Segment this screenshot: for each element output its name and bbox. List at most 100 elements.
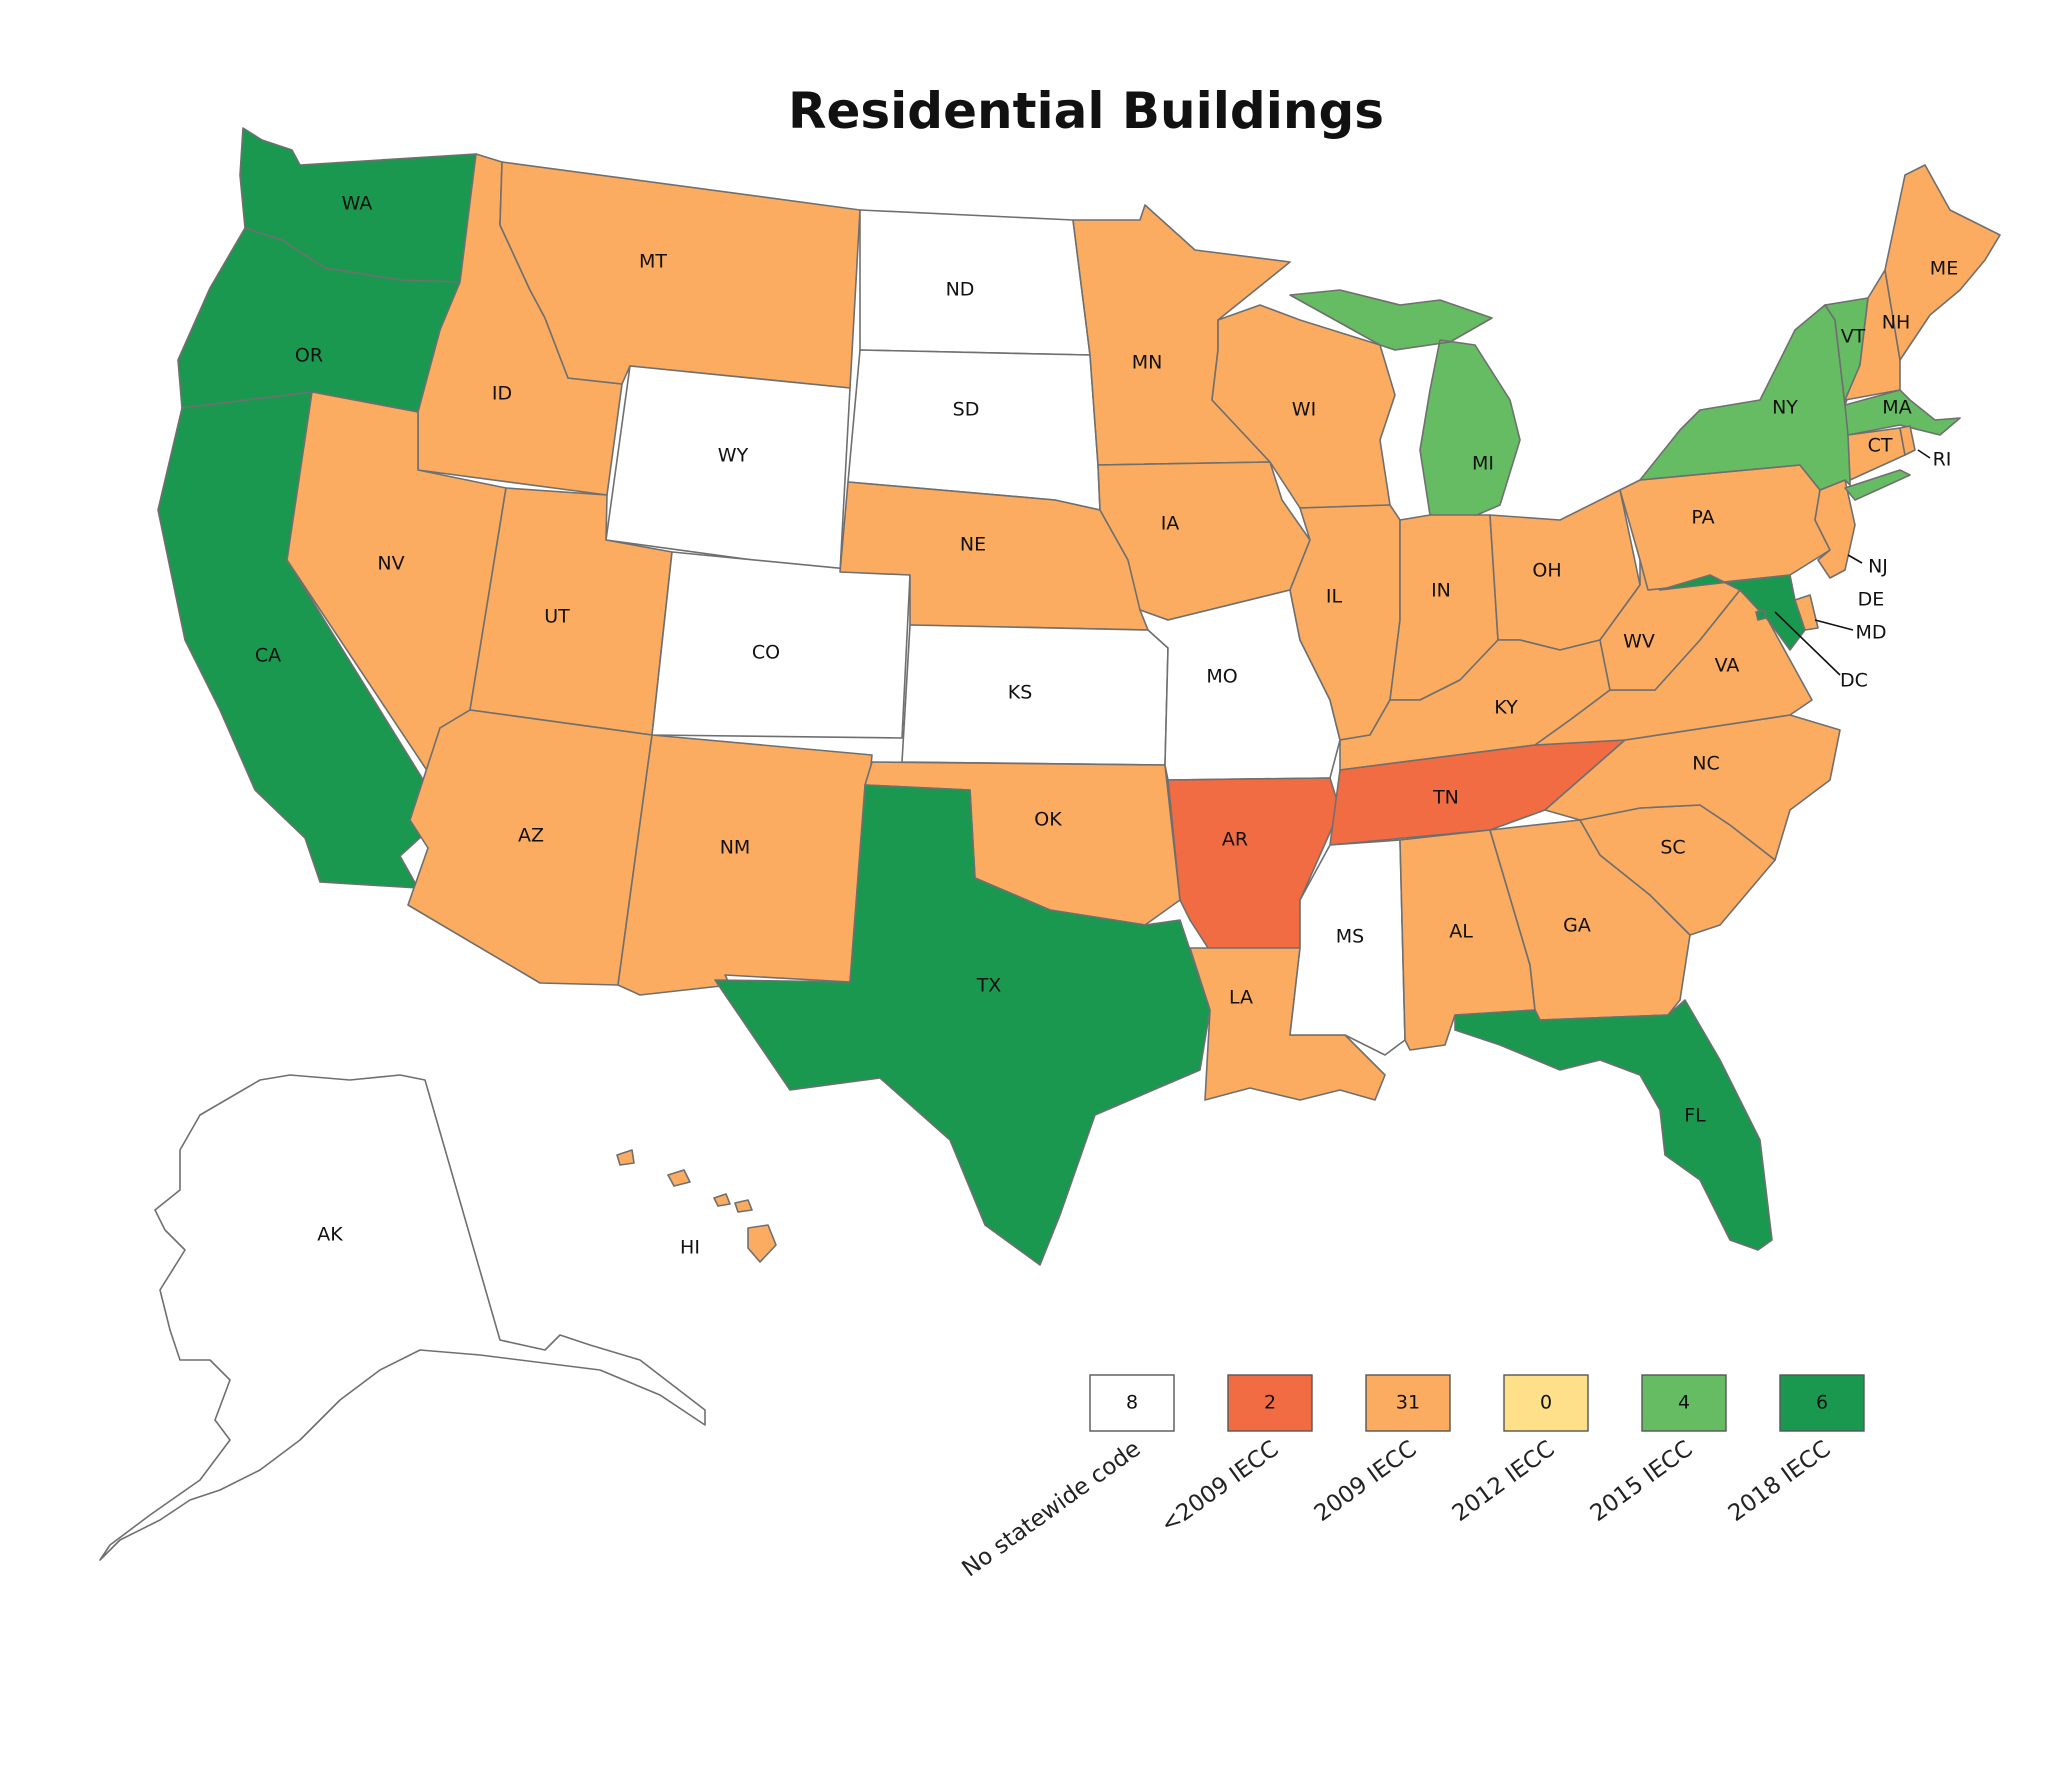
- state-label-ia: IA: [1161, 513, 1180, 535]
- state-dc[interactable]: [1755, 609, 1767, 621]
- state-label-tx: TX: [976, 975, 1002, 997]
- state-label-ok: OK: [1034, 809, 1062, 831]
- legend-item-iecc2012: 0 2012 IECC: [1448, 1374, 1589, 1527]
- state-label-mt: MT: [639, 251, 667, 273]
- state-wy[interactable]: [605, 365, 851, 573]
- state-az[interactable]: [407, 709, 653, 986]
- state-label-nh: NH: [1882, 312, 1911, 334]
- state-label-wa: WA: [342, 193, 373, 215]
- state-ak[interactable]: [99, 1074, 706, 1561]
- legend-swatch-iecc2012: [1503, 1374, 1589, 1432]
- state-label-il: IL: [1326, 586, 1343, 608]
- state-label-ne: NE: [960, 534, 986, 556]
- state-label-al: AL: [1449, 921, 1473, 943]
- state-label-id: ID: [492, 383, 512, 405]
- state-label-ri: RI: [1933, 449, 1952, 471]
- state-mt[interactable]: [499, 161, 861, 389]
- state-label-va: VA: [1715, 655, 1740, 677]
- state-label-ak: AK: [317, 1224, 343, 1246]
- state-label-az: AZ: [518, 825, 544, 847]
- state-label-hi: HI: [680, 1237, 700, 1259]
- state-de[interactable]: [1794, 594, 1819, 631]
- leader-md: [1814, 619, 1854, 631]
- state-ri[interactable]: [1899, 425, 1916, 456]
- state-pa[interactable]: [1619, 464, 1831, 591]
- legend-item-none: 8 No statewide code: [957, 1374, 1175, 1583]
- legend-label-iecc2015: 2015 IECC: [1586, 1436, 1698, 1527]
- legend-count-iecc2012: 0: [1540, 1392, 1552, 1414]
- legend-label-iecc2018: 2018 IECC: [1724, 1436, 1836, 1527]
- state-label-ut: UT: [544, 606, 570, 628]
- state-tx[interactable]: [714, 784, 1211, 1266]
- legend-swatch-iecc2018: [1779, 1374, 1865, 1432]
- state-label-md: MD: [1855, 622, 1886, 644]
- state-label-ga: GA: [1563, 915, 1591, 937]
- state-label-nc: NC: [1692, 753, 1719, 775]
- state-me[interactable]: [1884, 164, 2001, 361]
- state-ks[interactable]: [901, 624, 1169, 766]
- state-label-sc: SC: [1660, 837, 1685, 859]
- state-label-pa: PA: [1691, 507, 1714, 529]
- state-label-in: IN: [1431, 580, 1451, 602]
- state-label-ky: KY: [1494, 697, 1518, 719]
- state-wi[interactable]: [1211, 304, 1396, 509]
- state-nd[interactable]: [859, 209, 1091, 356]
- state-label-la: LA: [1229, 987, 1253, 1009]
- states-layer: [99, 127, 2001, 1561]
- state-label-nv: NV: [377, 553, 404, 575]
- state-ma[interactable]: [1844, 389, 1961, 436]
- legend-swatch-pre2009: [1227, 1374, 1313, 1432]
- state-label-co: CO: [752, 642, 780, 664]
- state-label-nj: NJ: [1868, 556, 1888, 578]
- map-title: Residential Buildings: [788, 82, 1384, 140]
- leader-nj: [1847, 554, 1863, 564]
- legend-count-pre2009: 2: [1264, 1392, 1276, 1414]
- state-label-ar: AR: [1222, 829, 1248, 851]
- state-mo[interactable]: [1139, 589, 1341, 781]
- legend-label-none: No statewide code: [957, 1436, 1145, 1583]
- legend-item-iecc2018: 6 2018 IECC: [1724, 1374, 1865, 1527]
- state-label-de: DE: [1858, 589, 1885, 611]
- state-label-ct: CT: [1868, 435, 1893, 457]
- state-fl[interactable]: [1454, 999, 1773, 1251]
- state-label-ks: KS: [1008, 682, 1033, 704]
- state-label-or: OR: [295, 345, 323, 367]
- legend-label-pre2009: <2009 IECC: [1156, 1436, 1283, 1538]
- state-co[interactable]: [651, 551, 911, 739]
- leader-ri: [1917, 449, 1931, 459]
- state-label-dc: DC: [1840, 670, 1868, 692]
- legend-item-iecc2009: 31 2009 IECC: [1310, 1374, 1451, 1527]
- state-nj[interactable]: [1814, 479, 1856, 579]
- legend-swatch-iecc2015: [1641, 1374, 1727, 1432]
- legend-count-iecc2018: 6: [1816, 1392, 1828, 1414]
- legend-swatch-none: [1089, 1374, 1175, 1432]
- state-hi[interactable]: [616, 1149, 777, 1263]
- state-label-ms: MS: [1336, 926, 1364, 948]
- state-label-mo: MO: [1206, 666, 1237, 688]
- state-label-ny: NY: [1772, 397, 1798, 419]
- state-nm[interactable]: [617, 734, 873, 996]
- state-label-mi: MI: [1472, 453, 1494, 475]
- state-mi[interactable]: [1289, 289, 1521, 519]
- state-label-wy: WY: [718, 445, 749, 467]
- legend-count-iecc2009: 31: [1396, 1392, 1420, 1414]
- state-label-wv: WV: [1623, 631, 1655, 653]
- state-label-sd: SD: [953, 399, 980, 421]
- legend-swatch-iecc2009: [1365, 1374, 1451, 1432]
- label-leader-lines: [1774, 449, 1931, 676]
- state-label-mn: MN: [1132, 352, 1163, 374]
- state-label-tn: TN: [1432, 787, 1459, 809]
- state-label-fl: FL: [1684, 1105, 1706, 1127]
- legend-label-iecc2012: 2012 IECC: [1448, 1436, 1560, 1527]
- state-md[interactable]: [1659, 574, 1806, 651]
- state-label-nd: ND: [946, 279, 975, 301]
- state-label-vt: VT: [1841, 326, 1866, 348]
- legend-item-pre2009: 2 <2009 IECC: [1156, 1374, 1313, 1538]
- legend: 8 No statewide code 2 <2009 IECC 31 2009…: [957, 1374, 1865, 1583]
- state-label-ca: CA: [255, 645, 281, 667]
- state-label-nm: NM: [720, 837, 751, 859]
- state-label-ma: MA: [1882, 397, 1911, 419]
- state-label-wi: WI: [1292, 399, 1316, 421]
- legend-label-iecc2009: 2009 IECC: [1310, 1436, 1422, 1527]
